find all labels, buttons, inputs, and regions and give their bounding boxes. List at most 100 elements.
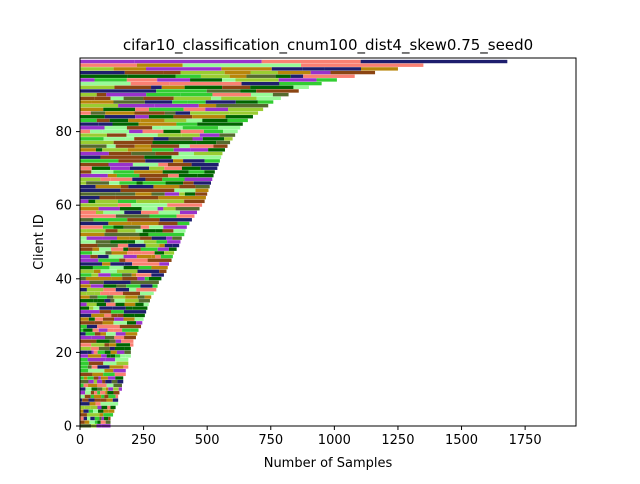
client-bar-segment [134,313,145,318]
client-bar-segment [80,420,85,424]
client-bar-segment [134,317,144,321]
client-bar-segment [100,376,108,380]
client-bar-segment [80,221,109,226]
client-bar-segment [119,181,137,185]
client-bar-segment [121,339,134,343]
client-bar-segment [136,63,183,67]
client-bar-segment [115,214,150,218]
client-bar-segment [80,357,88,362]
client-bar-segment [112,122,139,126]
client-bar-segment [91,166,111,170]
client-bar-segment [94,332,101,336]
client-bar-segment [114,299,126,303]
client-bar-segment [158,221,178,226]
client-bar-segment [80,100,92,104]
client-bar-segment [143,302,149,307]
client-bar-segment [132,262,160,266]
client-bar-segment [140,236,152,240]
client-bar-segment [117,203,132,207]
client-bar-segment [104,343,110,347]
client-bar-segment [122,328,131,332]
client-bar-segment [137,295,145,299]
client-bar-segment [103,107,136,112]
client-bar-segment [190,78,222,82]
client-bar-segment [110,177,133,181]
client-bar-segment [303,74,355,78]
client-bar-segment [102,148,128,152]
client-bar-segment [118,159,146,163]
client-bar-segment [80,317,89,321]
plot-frame [79,57,577,427]
client-bar-segment [115,357,129,362]
client-bar-segment [88,383,98,388]
client-bar-segment [129,288,137,292]
client-bar-segment [119,258,126,262]
client-bar-segment [94,416,100,421]
client-bar-segment [91,343,105,347]
client-bar-segment [129,166,150,170]
client-bar-segment [135,240,144,244]
client-bar-segment [361,67,398,71]
client-bar-segment [80,144,107,148]
client-bar-segment [104,335,115,340]
client-bar-segment [98,376,101,380]
client-bar-segment [88,199,96,204]
client-bar-segment [173,115,193,119]
client-bar-segment [113,387,119,391]
client-bar-segment [106,144,116,148]
client-bar-segment [80,96,95,101]
client-bar-segment [104,368,114,373]
client-bar-segment [140,247,158,251]
client-bar-segment [94,420,98,424]
client-bar-segment [104,232,140,237]
client-bar-segment [115,339,122,343]
client-bar-segment [183,107,206,112]
client-bar-segment [250,85,294,89]
client-bar-segment [95,210,104,215]
client-bar-segment [87,365,92,369]
client-bar-segment [80,413,87,417]
client-bar-segment [149,166,165,170]
client-bar-segment [97,391,101,395]
client-bar-segment [157,78,191,82]
client-bar-segment [116,343,130,347]
client-bar-segment [108,162,133,167]
client-bar-segment [164,111,176,115]
client-bar-segment [84,405,91,410]
client-bar-segment [164,166,182,170]
client-bar-segment [107,328,114,332]
client-bar-segment [80,310,100,314]
x-tick-label: 750 [258,433,283,448]
x-axis-label: Number of Samples [264,456,393,471]
client-bar-segment [124,350,131,354]
client-bar-segment [123,225,141,229]
client-bar-segment [134,137,154,141]
client-bar-segment [159,243,165,248]
client-bar-segment [80,254,91,259]
client-bar-segment [80,70,125,75]
client-bar-segment [224,70,251,75]
client-bar-segment [221,67,272,71]
client-bar-segment [88,317,95,321]
client-bar-segment [122,273,132,277]
client-bar-segment [113,321,127,325]
client-bar-segment [80,173,108,178]
client-bar-segment [115,376,124,380]
client-bar-segment [157,247,169,251]
client-bar-segment [117,313,124,318]
client-bar-segment [80,398,83,402]
client-bar-segment [151,85,162,89]
client-bar-segment [109,118,129,123]
client-bar-segment [202,137,225,141]
client-bar-segment [111,276,123,281]
client-bar-segment [116,269,138,273]
client-bar-segment [84,394,91,399]
client-bar-segment [155,229,163,233]
client-bar-segment [95,354,102,358]
client-bar-segment [88,398,95,402]
client-bar-segment [229,111,259,115]
client-bar-segment [117,236,130,240]
client-bar-segment [180,70,225,75]
client-bar-segment [103,280,131,285]
client-bar-segment [132,162,159,167]
